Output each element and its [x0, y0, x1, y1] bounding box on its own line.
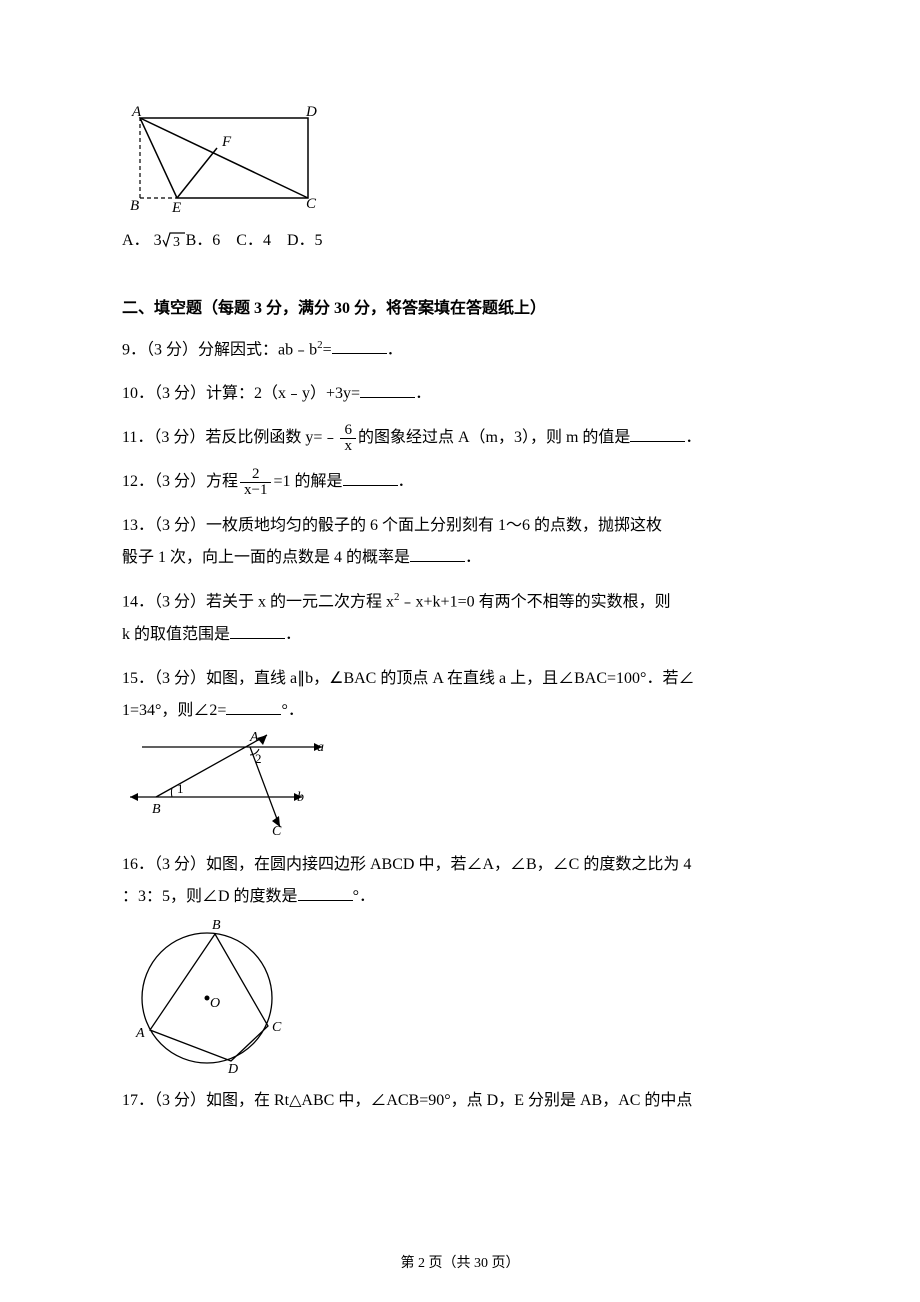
footer-pre: 第 — [401, 1256, 419, 1271]
q10-tail: ． — [415, 385, 431, 402]
q15-figure: A a B b C 1 2 — [122, 727, 798, 837]
q12-tail: ． — [398, 473, 414, 490]
q16: 16．（3 分）如图，在圆内接四边形 ABCD 中，若∠A，∠B，∠C 的度数之… — [122, 849, 798, 1073]
q14-line2: k 的取值范围是 — [122, 626, 230, 643]
q17: 17．（3 分）如图，在 Rt△ABC 中，∠ACB=90°，点 D，E 分别是… — [122, 1085, 798, 1117]
q8-label-E: E — [171, 200, 181, 216]
q16-line1: 16．（3 分）如图，在圆内接四边形 ABCD 中，若∠A，∠B，∠C 的度数之… — [122, 856, 691, 873]
q8-figure: A D B E C F — [122, 100, 798, 220]
q13-line2: 骰子 1 次，向上一面的点数是 4 的概率是 — [122, 549, 410, 566]
sqrt-icon: 3 — [162, 229, 186, 255]
section-2-title: 二、填空题（每题 3 分，满分 30 分，将答案填在答题纸上） — [122, 294, 798, 318]
q9-pre: 9．（3 分）分解因式：ab﹣b — [122, 341, 317, 358]
svg-text:b: b — [297, 790, 304, 805]
svg-text:D: D — [227, 1062, 238, 1073]
svg-text:B: B — [152, 802, 161, 817]
opt-C-label: C． — [236, 232, 263, 249]
svg-text:A: A — [135, 1026, 145, 1041]
svg-text:1: 1 — [177, 781, 184, 796]
q11-tail: ． — [685, 429, 701, 446]
q11-blank — [630, 425, 685, 442]
opt-A-label: A． — [122, 232, 150, 249]
q14-mid: ﹣x+k+1=0 有两个不相等的实数根，则 — [400, 594, 671, 611]
svg-text:O: O — [210, 996, 220, 1011]
q14-line1: 14．（3 分）若关于 x 的一元二次方程 x — [122, 594, 394, 611]
q12-blank — [343, 469, 398, 486]
q15-tail: °． — [281, 702, 303, 719]
q8-svg: A D B E C F — [122, 100, 322, 220]
q13-line1: 13．（3 分）一枚质地均匀的骰子的 6 个面上分别刻有 1～6 的点数，抛掷这… — [122, 517, 662, 534]
q8-label-B: B — [130, 198, 139, 214]
q12-frac: 2x−1 — [240, 467, 271, 498]
q15-line2: 1=34°，则∠2= — [122, 702, 226, 719]
q10-blank — [360, 381, 415, 398]
opt-C-val: 4 — [263, 232, 271, 249]
q8-label-C: C — [306, 196, 317, 212]
q16-figure: A B C D O — [122, 913, 798, 1073]
q9-post: = — [323, 341, 332, 358]
q14-tail: ． — [285, 626, 301, 643]
svg-text:B: B — [212, 918, 221, 933]
svg-text:a: a — [317, 740, 324, 755]
q12: 12．（3 分）方程2x−1=1 的解是 ． — [122, 466, 798, 498]
opt-D-label: D． — [287, 232, 315, 249]
footer-mid: 页（共 — [425, 1256, 474, 1271]
q13: 13．（3 分）一枚质地均匀的骰子的 6 个面上分别刻有 1～6 的点数，抛掷这… — [122, 510, 798, 574]
q15-blank — [226, 698, 281, 715]
page-footer: 第 2 页（共 30 页） — [0, 1252, 920, 1272]
svg-text:C: C — [272, 1020, 282, 1035]
q10: 10．（3 分）计算：2（x﹣y）+3y= ． — [122, 378, 798, 410]
opt-D-val: 5 — [315, 232, 323, 249]
q14-blank — [230, 622, 285, 639]
footer-post: 页） — [488, 1256, 520, 1271]
q8-label-D: D — [305, 104, 317, 120]
svg-text:3: 3 — [173, 235, 180, 248]
q17-line: 17．（3 分）如图，在 Rt△ABC 中，∠ACB=90°，点 D，E 分别是… — [122, 1092, 692, 1109]
q8-label-F: F — [221, 134, 232, 150]
q16-line2: ：3：5，则∠D 的度数是 — [122, 888, 298, 905]
q13-tail: ． — [465, 549, 481, 566]
svg-text:C: C — [272, 824, 282, 837]
opt-B-label: B． — [186, 232, 213, 249]
footer-total: 30 — [474, 1256, 488, 1271]
q9-blank — [332, 337, 387, 354]
q8-options: A． 33 B．6 C．4 D．5 — [122, 228, 798, 254]
q8-label-A: A — [131, 104, 142, 120]
q16-blank — [298, 884, 353, 901]
svg-text:A: A — [249, 730, 259, 745]
q9: 9．（3 分）分解因式：ab﹣b2=． — [122, 334, 798, 366]
q11-post1: 的图象经过点 A（m，3），则 m 的值是 — [358, 429, 630, 446]
footer-page: 2 — [418, 1256, 425, 1271]
opt-B-val: 6 — [212, 232, 220, 249]
q12-post: =1 的解是 — [273, 473, 342, 490]
q9-tail: ． — [387, 341, 403, 358]
opt-A-prefix: 3 — [154, 232, 162, 249]
q10-pre: 10．（3 分）计算：2（x﹣y）+3y= — [122, 385, 360, 402]
q15: 15．（3 分）如图，直线 a∥b，∠BAC 的顶点 A 在直线 a 上，且∠B… — [122, 663, 798, 837]
q15-line1: 15．（3 分）如图，直线 a∥b，∠BAC 的顶点 A 在直线 a 上，且∠B… — [122, 670, 694, 687]
q11-frac: 6x — [340, 423, 356, 454]
page: A D B E C F A． 33B．6 C．4 D．5 二、填空题（每题 3 … — [0, 0, 920, 1302]
q14: 14．（3 分）若关于 x 的一元二次方程 x2﹣x+k+1=0 有两个不相等的… — [122, 586, 798, 650]
q11-pre: 11．（3 分）若反比例函数 y=﹣ — [122, 429, 338, 446]
q11: 11．（3 分）若反比例函数 y=﹣6x的图象经过点 A（m，3），则 m 的值… — [122, 422, 798, 454]
q16-tail: °． — [353, 888, 375, 905]
q12-pre: 12．（3 分）方程 — [122, 473, 238, 490]
q13-blank — [410, 545, 465, 562]
